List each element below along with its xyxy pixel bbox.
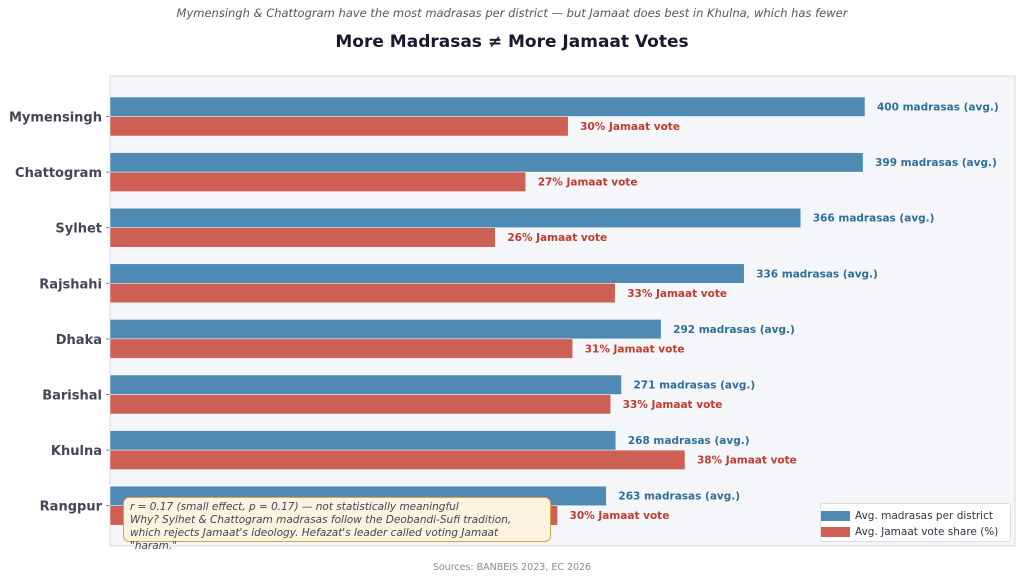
bar-madrasa-sylhet — [109, 207, 802, 228]
bar-madrasa-khulna — [109, 430, 617, 451]
bar-madrasa-barishal — [109, 374, 622, 395]
legend-swatch-madrasa — [821, 511, 850, 521]
data-label-madrasa: 292 madrasas (avg.) — [673, 324, 795, 336]
y-tick-label: Chattogram — [15, 166, 102, 181]
legend-item-madrasa: Avg. madrasas per district — [821, 508, 1010, 524]
y-tick-label: Barishal — [42, 389, 102, 404]
data-label-vote: 38% Jamaat vote — [697, 455, 797, 467]
y-tick-label: Rajshahi — [39, 277, 102, 292]
y-tick-label: Rangpur — [40, 500, 103, 515]
data-label-vote: 26% Jamaat vote — [507, 232, 607, 244]
data-label-madrasa: 399 madrasas (avg.) — [875, 157, 997, 169]
source-note: Sources: BANBEIS 2023, EC 2026 — [432, 562, 592, 573]
data-label-vote: 31% Jamaat vote — [585, 343, 685, 355]
data-label-vote: 33% Jamaat vote — [627, 288, 727, 300]
bar-vote-barishal — [109, 394, 611, 415]
y-tick-label: Sylhet — [55, 222, 102, 237]
bar-vote-sylhet — [109, 227, 496, 248]
data-label-madrasa: 366 madrasas (avg.) — [813, 213, 935, 225]
bar-vote-rajshahi — [109, 283, 616, 304]
annotation-line-3: which rejects Jamaat's ideology. Hefazat… — [130, 527, 499, 552]
legend-label-vote: Avg. Jamaat vote share (%) — [855, 526, 999, 538]
legend-swatch-vote — [821, 527, 850, 537]
plot-area — [109, 75, 1016, 547]
bar-vote-chattogram — [109, 171, 526, 192]
legend-label-madrasa: Avg. madrasas per district — [855, 510, 993, 522]
bar-madrasa-mymensingh — [109, 96, 866, 117]
y-tick-label: Dhaka — [56, 333, 102, 348]
annotation-line-1: r = 0.17 (small effect, p = 0.17) — not … — [130, 501, 459, 513]
data-label-madrasa: 336 madrasas (avg.) — [756, 268, 878, 280]
data-label-madrasa: 400 madrasas (avg.) — [877, 102, 999, 114]
bar-vote-mymensingh — [109, 116, 569, 137]
chart-subtitle: Mymensingh & Chattogram have the most ma… — [176, 6, 848, 20]
bar-vote-dhaka — [109, 338, 573, 359]
y-tick-label: Mymensingh — [9, 111, 102, 126]
bar-madrasa-chattogram — [109, 152, 864, 173]
bar-madrasa-dhaka — [109, 319, 662, 340]
data-label-vote: 30% Jamaat vote — [570, 510, 670, 522]
legend: Avg. madrasas per district Avg. Jamaat v… — [820, 503, 1011, 542]
data-label-madrasa: 263 madrasas (avg.) — [618, 491, 740, 503]
correlation-annotation: r = 0.17 (small effect, p = 0.17) — not … — [123, 497, 551, 552]
legend-item-vote: Avg. Jamaat vote share (%) — [821, 524, 1010, 540]
data-label-madrasa: 268 madrasas (avg.) — [628, 435, 750, 447]
annotation-line-2: Why? Sylhet & Chattogram madrasas follow… — [130, 514, 512, 526]
data-label-vote: 30% Jamaat vote — [580, 121, 680, 133]
data-label-vote: 33% Jamaat vote — [623, 399, 723, 411]
chart-title: More Madrasas ≠ More Jamaat Votes — [335, 32, 689, 52]
data-label-madrasa: 271 madrasas (avg.) — [634, 380, 756, 392]
y-tick-label: Khulna — [51, 444, 102, 459]
bar-vote-khulna — [109, 449, 686, 470]
data-label-vote: 27% Jamaat vote — [538, 177, 638, 189]
bar-madrasa-rajshahi — [109, 263, 745, 284]
